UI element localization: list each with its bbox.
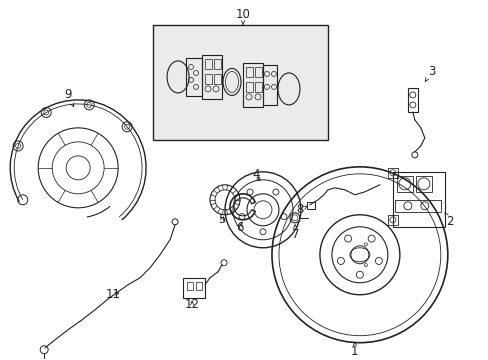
- Text: 11: 11: [105, 288, 121, 301]
- Text: 6: 6: [236, 221, 243, 234]
- Bar: [153, 25, 327, 140]
- Bar: [387, 168, 397, 178]
- Bar: [196, 282, 202, 290]
- Bar: [387, 215, 397, 225]
- Text: 4: 4: [252, 168, 260, 181]
- Bar: [254, 67, 262, 77]
- Bar: [263, 65, 276, 105]
- Text: 5: 5: [218, 213, 225, 226]
- Bar: [202, 55, 222, 99]
- Bar: [396, 176, 412, 192]
- Bar: [407, 88, 417, 112]
- Text: 3: 3: [425, 66, 435, 81]
- Bar: [214, 59, 221, 69]
- Bar: [187, 282, 193, 290]
- Bar: [204, 74, 212, 84]
- Text: 1: 1: [350, 342, 358, 358]
- Bar: [306, 202, 314, 209]
- Text: 7: 7: [292, 225, 299, 241]
- Bar: [183, 278, 204, 298]
- Bar: [245, 67, 252, 77]
- Text: 2: 2: [444, 212, 453, 228]
- Bar: [185, 58, 202, 96]
- Text: 8: 8: [296, 203, 306, 216]
- Bar: [394, 200, 440, 212]
- Text: 9: 9: [64, 89, 74, 107]
- Bar: [415, 176, 431, 192]
- Bar: [245, 82, 252, 92]
- Bar: [392, 172, 444, 227]
- Text: 10: 10: [235, 9, 250, 24]
- Bar: [204, 59, 212, 69]
- Bar: [254, 82, 262, 92]
- Bar: [243, 63, 263, 107]
- Bar: [214, 74, 221, 84]
- Text: 12: 12: [184, 298, 199, 311]
